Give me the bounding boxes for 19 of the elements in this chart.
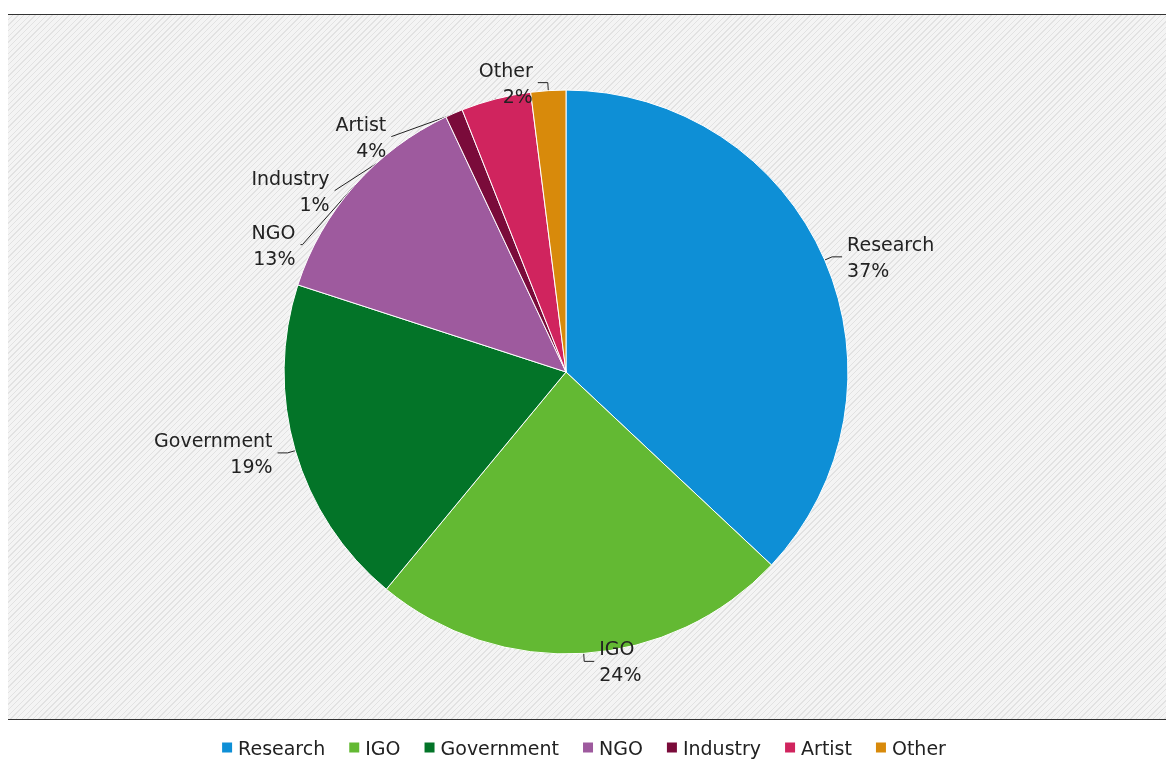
legend-label: Government	[440, 736, 560, 759]
slice-label: NGO	[251, 220, 296, 243]
slice-label: Other	[478, 58, 533, 81]
legend-label: NGO	[599, 736, 643, 759]
legend-label: Industry	[682, 736, 762, 759]
legend-label: IGO	[365, 736, 401, 759]
legend-label: Research	[238, 736, 326, 759]
slice-label: Government	[154, 428, 273, 451]
data-label: 4%	[356, 138, 387, 161]
legend-label: Artist	[801, 736, 852, 759]
data-label: 19%	[230, 454, 273, 477]
slice-label: Research	[847, 232, 935, 255]
slice-label: Industry	[251, 166, 330, 189]
data-label: 13%	[253, 246, 296, 269]
data-label: 1%	[299, 192, 330, 215]
slice-label: Artist	[335, 112, 387, 135]
data-label: 37%	[847, 258, 890, 281]
data-label: 24%	[599, 663, 642, 686]
legend-label: Other	[891, 736, 947, 759]
